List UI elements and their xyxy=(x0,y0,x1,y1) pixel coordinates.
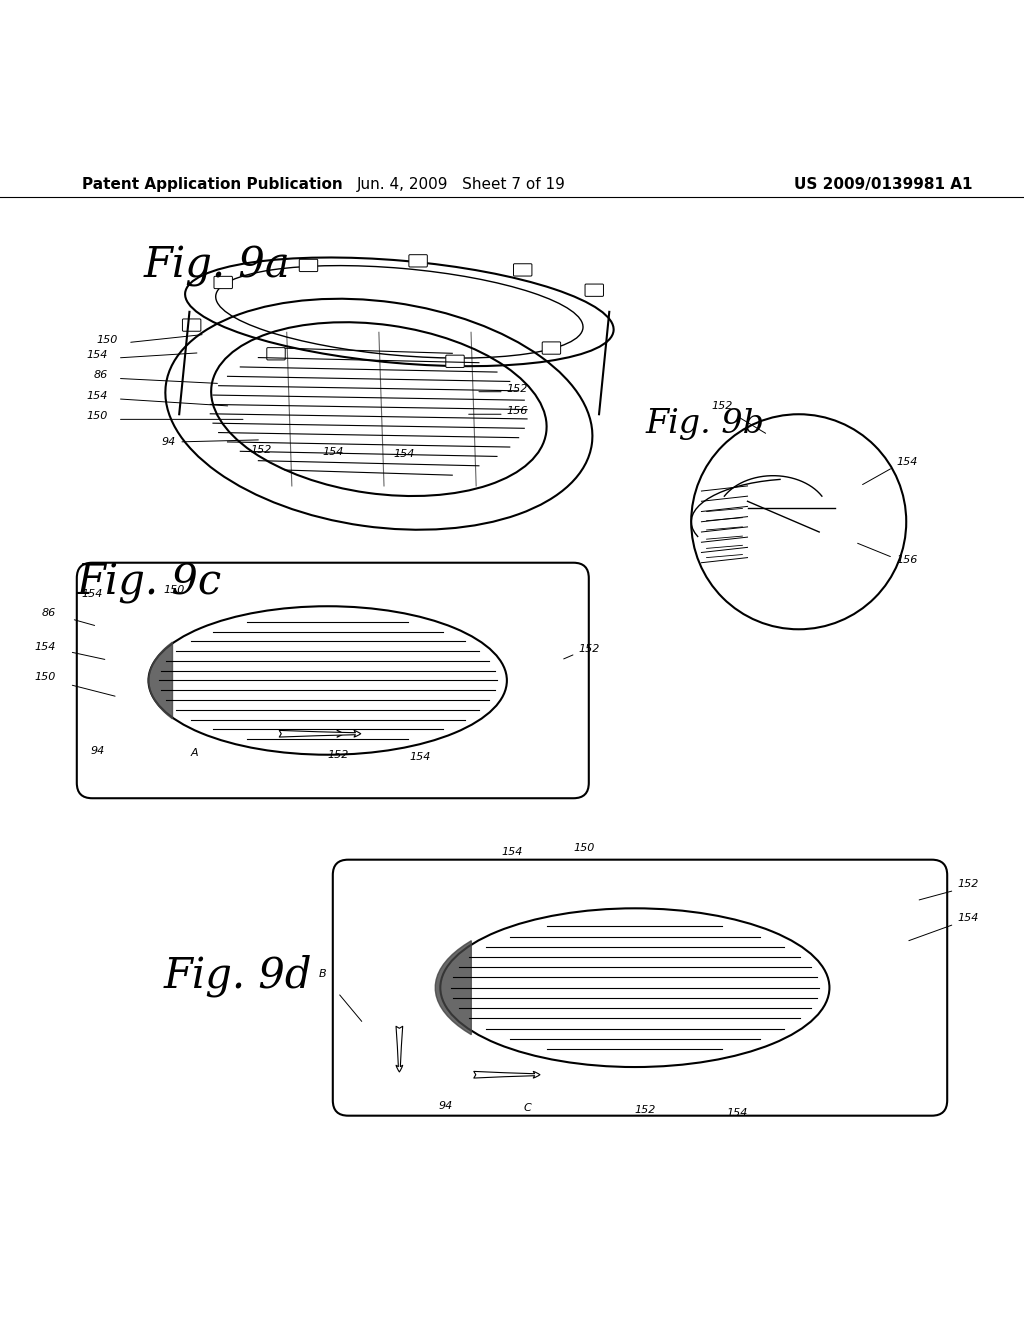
FancyBboxPatch shape xyxy=(445,355,464,367)
FancyBboxPatch shape xyxy=(214,276,232,289)
Text: 152: 152 xyxy=(251,445,271,455)
Text: 152: 152 xyxy=(507,384,528,393)
Text: 94: 94 xyxy=(90,746,104,756)
Text: 154: 154 xyxy=(727,1107,748,1118)
Text: 152: 152 xyxy=(635,1105,655,1114)
Text: 154: 154 xyxy=(394,449,415,459)
Text: Fig. 9b: Fig. 9b xyxy=(645,408,764,441)
Text: 152: 152 xyxy=(957,879,979,890)
Text: 152: 152 xyxy=(579,644,600,653)
FancyBboxPatch shape xyxy=(542,342,560,354)
FancyBboxPatch shape xyxy=(299,259,317,272)
Polygon shape xyxy=(435,941,471,1035)
Text: US 2009/0139981 A1: US 2009/0139981 A1 xyxy=(795,177,973,193)
FancyBboxPatch shape xyxy=(182,319,201,331)
Text: 154: 154 xyxy=(957,913,979,923)
Text: 150: 150 xyxy=(86,412,108,421)
Text: 152: 152 xyxy=(712,401,732,411)
Text: 86: 86 xyxy=(93,371,108,380)
Text: Fig. 9a: Fig. 9a xyxy=(143,244,290,286)
FancyBboxPatch shape xyxy=(585,284,603,297)
Text: 150: 150 xyxy=(96,334,118,345)
Text: 156: 156 xyxy=(896,554,918,565)
Polygon shape xyxy=(148,642,172,719)
Text: Fig. 9c: Fig. 9c xyxy=(77,562,222,605)
Text: 150: 150 xyxy=(573,843,594,854)
Text: 154: 154 xyxy=(896,458,918,467)
Text: Patent Application Publication: Patent Application Publication xyxy=(82,177,343,193)
Text: A: A xyxy=(190,748,199,758)
Text: 150: 150 xyxy=(164,586,184,595)
Text: 154: 154 xyxy=(502,846,522,857)
Text: 154: 154 xyxy=(410,752,430,763)
Text: C: C xyxy=(523,1102,531,1113)
Text: 152: 152 xyxy=(328,750,348,760)
Text: 150: 150 xyxy=(35,672,56,682)
Text: 94: 94 xyxy=(438,1101,453,1110)
Text: 156: 156 xyxy=(507,407,528,416)
FancyBboxPatch shape xyxy=(513,264,531,276)
Text: 86: 86 xyxy=(42,609,56,618)
Text: 154: 154 xyxy=(323,447,343,457)
Text: 154: 154 xyxy=(82,589,102,598)
Text: Jun. 4, 2009   Sheet 7 of 19: Jun. 4, 2009 Sheet 7 of 19 xyxy=(356,177,565,193)
Text: 154: 154 xyxy=(86,391,108,401)
Text: B: B xyxy=(318,969,327,979)
Text: 154: 154 xyxy=(86,350,108,360)
Text: 154: 154 xyxy=(35,642,56,652)
Text: Fig. 9d: Fig. 9d xyxy=(164,954,312,997)
FancyBboxPatch shape xyxy=(267,347,286,360)
FancyBboxPatch shape xyxy=(409,255,427,267)
Text: 94: 94 xyxy=(162,437,176,447)
